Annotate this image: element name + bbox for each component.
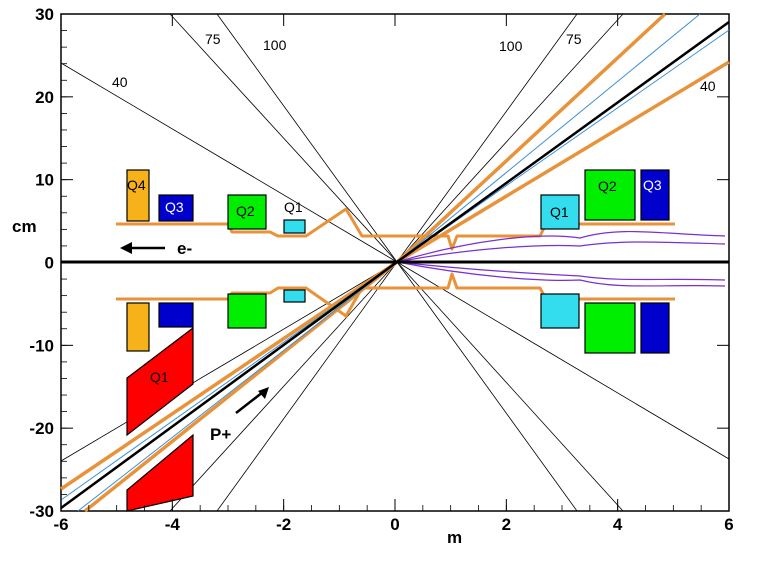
magnet-q1-right-lower <box>540 293 580 329</box>
electron-beam-traces <box>396 230 726 287</box>
angle-line-left-40-upper <box>60 62 398 263</box>
y-tick-label: -30 <box>29 502 54 521</box>
electron-arrow <box>120 242 165 254</box>
magnet-q2-right-upper <box>584 169 636 221</box>
angle-label-left-75: 75 <box>205 31 221 47</box>
x-axis: -6 -4 -2 0 2 4 6 <box>53 14 734 534</box>
proton-envelope-right-outer <box>395 12 667 264</box>
x-tick-label: 2 <box>502 515 511 534</box>
magnet-q2-left-lower <box>227 293 267 329</box>
proton-arrow <box>235 387 269 414</box>
angle-line-left-75-upper <box>169 13 398 263</box>
angle-lines <box>60 13 730 512</box>
angle-line-right-75-lower <box>396 261 624 512</box>
proton-envelope-left-outer <box>60 260 398 491</box>
x-tick-label: -4 <box>165 515 181 534</box>
magnet-label-q2-left: Q2 <box>236 203 255 219</box>
magnet-q2-left-upper <box>227 194 267 230</box>
y-tick-label: 10 <box>35 171 54 190</box>
magnet-q3-right-upper <box>640 169 670 221</box>
electron-trace-lower-1 <box>396 261 726 287</box>
angle-line-right-40-lower <box>396 261 730 460</box>
magnet-q4-upper <box>126 169 150 222</box>
angle-line-right-75-upper <box>396 13 624 263</box>
magnet-q1-right-upper <box>540 194 580 230</box>
y-tick-label: -20 <box>29 419 54 438</box>
magnet-label-q1-lower: Q1 <box>150 369 169 385</box>
magnet-q3-left-upper <box>158 194 194 222</box>
proton-blue-right-a <box>396 13 701 263</box>
magnet-q1-proton-upper <box>126 326 194 437</box>
y-tick-label: 20 <box>35 88 54 107</box>
x-tick-label: 0 <box>390 515 399 534</box>
beam-pipe-upper <box>116 207 675 251</box>
x-tick-label: 6 <box>724 515 733 534</box>
proton-envelope-right-inner <box>396 60 730 264</box>
magnet-q1-left-upper <box>283 219 306 234</box>
electron-trace-lower-2 <box>396 261 726 281</box>
angle-line-left-100-lower <box>216 261 398 512</box>
angle-line-left-75-lower <box>169 261 398 512</box>
electron-beam-label: e- <box>177 239 192 258</box>
angle-line-left-40-lower <box>60 261 398 462</box>
magnet-q3-right-lower <box>640 302 670 354</box>
magnet-label-q4: Q4 <box>127 177 146 193</box>
angle-label-left-100: 100 <box>263 37 287 53</box>
angle-label-right-40: 40 <box>700 78 716 94</box>
magnet-label-q3-left: Q3 <box>165 199 184 215</box>
electron-trace-upper-2 <box>396 241 726 263</box>
magnet-q2-right-lower <box>584 302 636 354</box>
magnet-q4-lower <box>126 302 150 352</box>
angle-label-right-75: 75 <box>566 31 582 47</box>
electron-trace-upper-1 <box>396 230 726 263</box>
magnet-label-q3-right: Q3 <box>643 177 662 193</box>
magnet-label-q2-right: Q2 <box>598 178 617 194</box>
proton-beam-label: P+ <box>210 425 231 444</box>
proton-blue-left-b <box>77 261 398 512</box>
x-tick-label: -6 <box>53 515 68 534</box>
magnet-label-q1-right: Q1 <box>550 204 569 220</box>
magnet-q1-left-lower <box>283 289 306 303</box>
angle-line-right-100-upper <box>396 13 578 263</box>
magnet-q1-proton-lower <box>126 433 194 512</box>
y-axis-title: cm <box>12 217 37 236</box>
y-tick-label: 30 <box>35 5 54 24</box>
proton-envelope-left-inner <box>83 260 399 513</box>
proton-axis-left <box>60 260 398 510</box>
angle-line-right-100-lower <box>396 261 578 512</box>
magnets <box>126 169 670 512</box>
angle-label-right-100: 100 <box>499 38 523 54</box>
magnet-q3-left-lower <box>158 302 194 328</box>
angle-line-left-100-upper <box>216 13 398 263</box>
y-tick-label: -10 <box>29 336 54 355</box>
x-axis-title: m <box>447 528 462 547</box>
angle-label-left-40: 40 <box>112 74 128 90</box>
x-tick-label: -2 <box>276 515 291 534</box>
proton-axis-right <box>396 20 730 264</box>
proton-beam-envelope <box>60 12 730 513</box>
x-tick-label: 4 <box>613 515 623 534</box>
y-tick-label: 0 <box>45 254 54 273</box>
magnet-label-q1-left: Q1 <box>284 199 303 215</box>
